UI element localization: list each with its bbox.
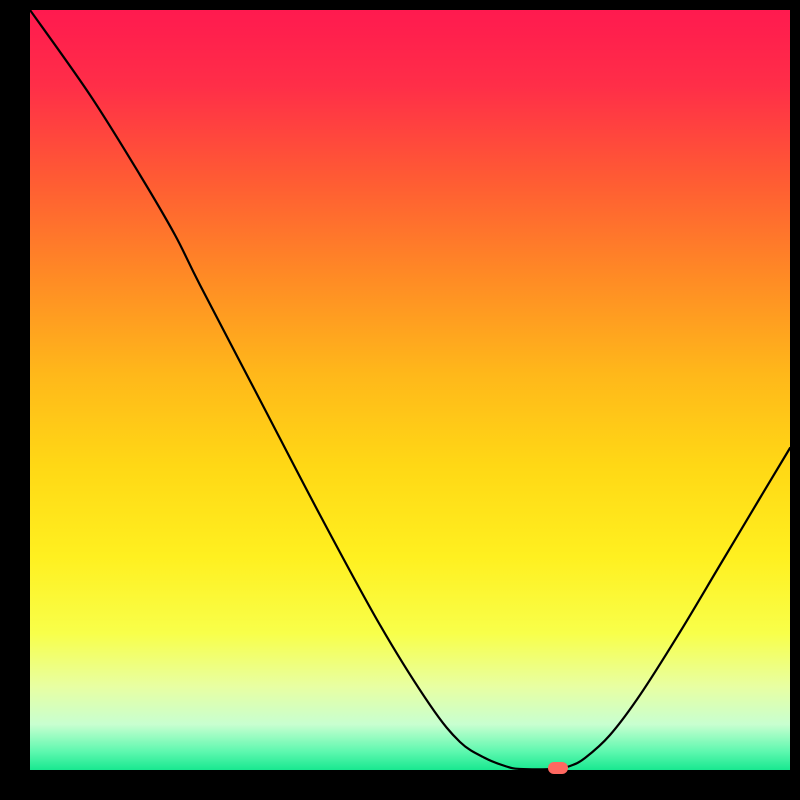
optimum-marker [548, 762, 568, 774]
gradient-background [30, 10, 790, 770]
chart-svg [0, 0, 800, 800]
